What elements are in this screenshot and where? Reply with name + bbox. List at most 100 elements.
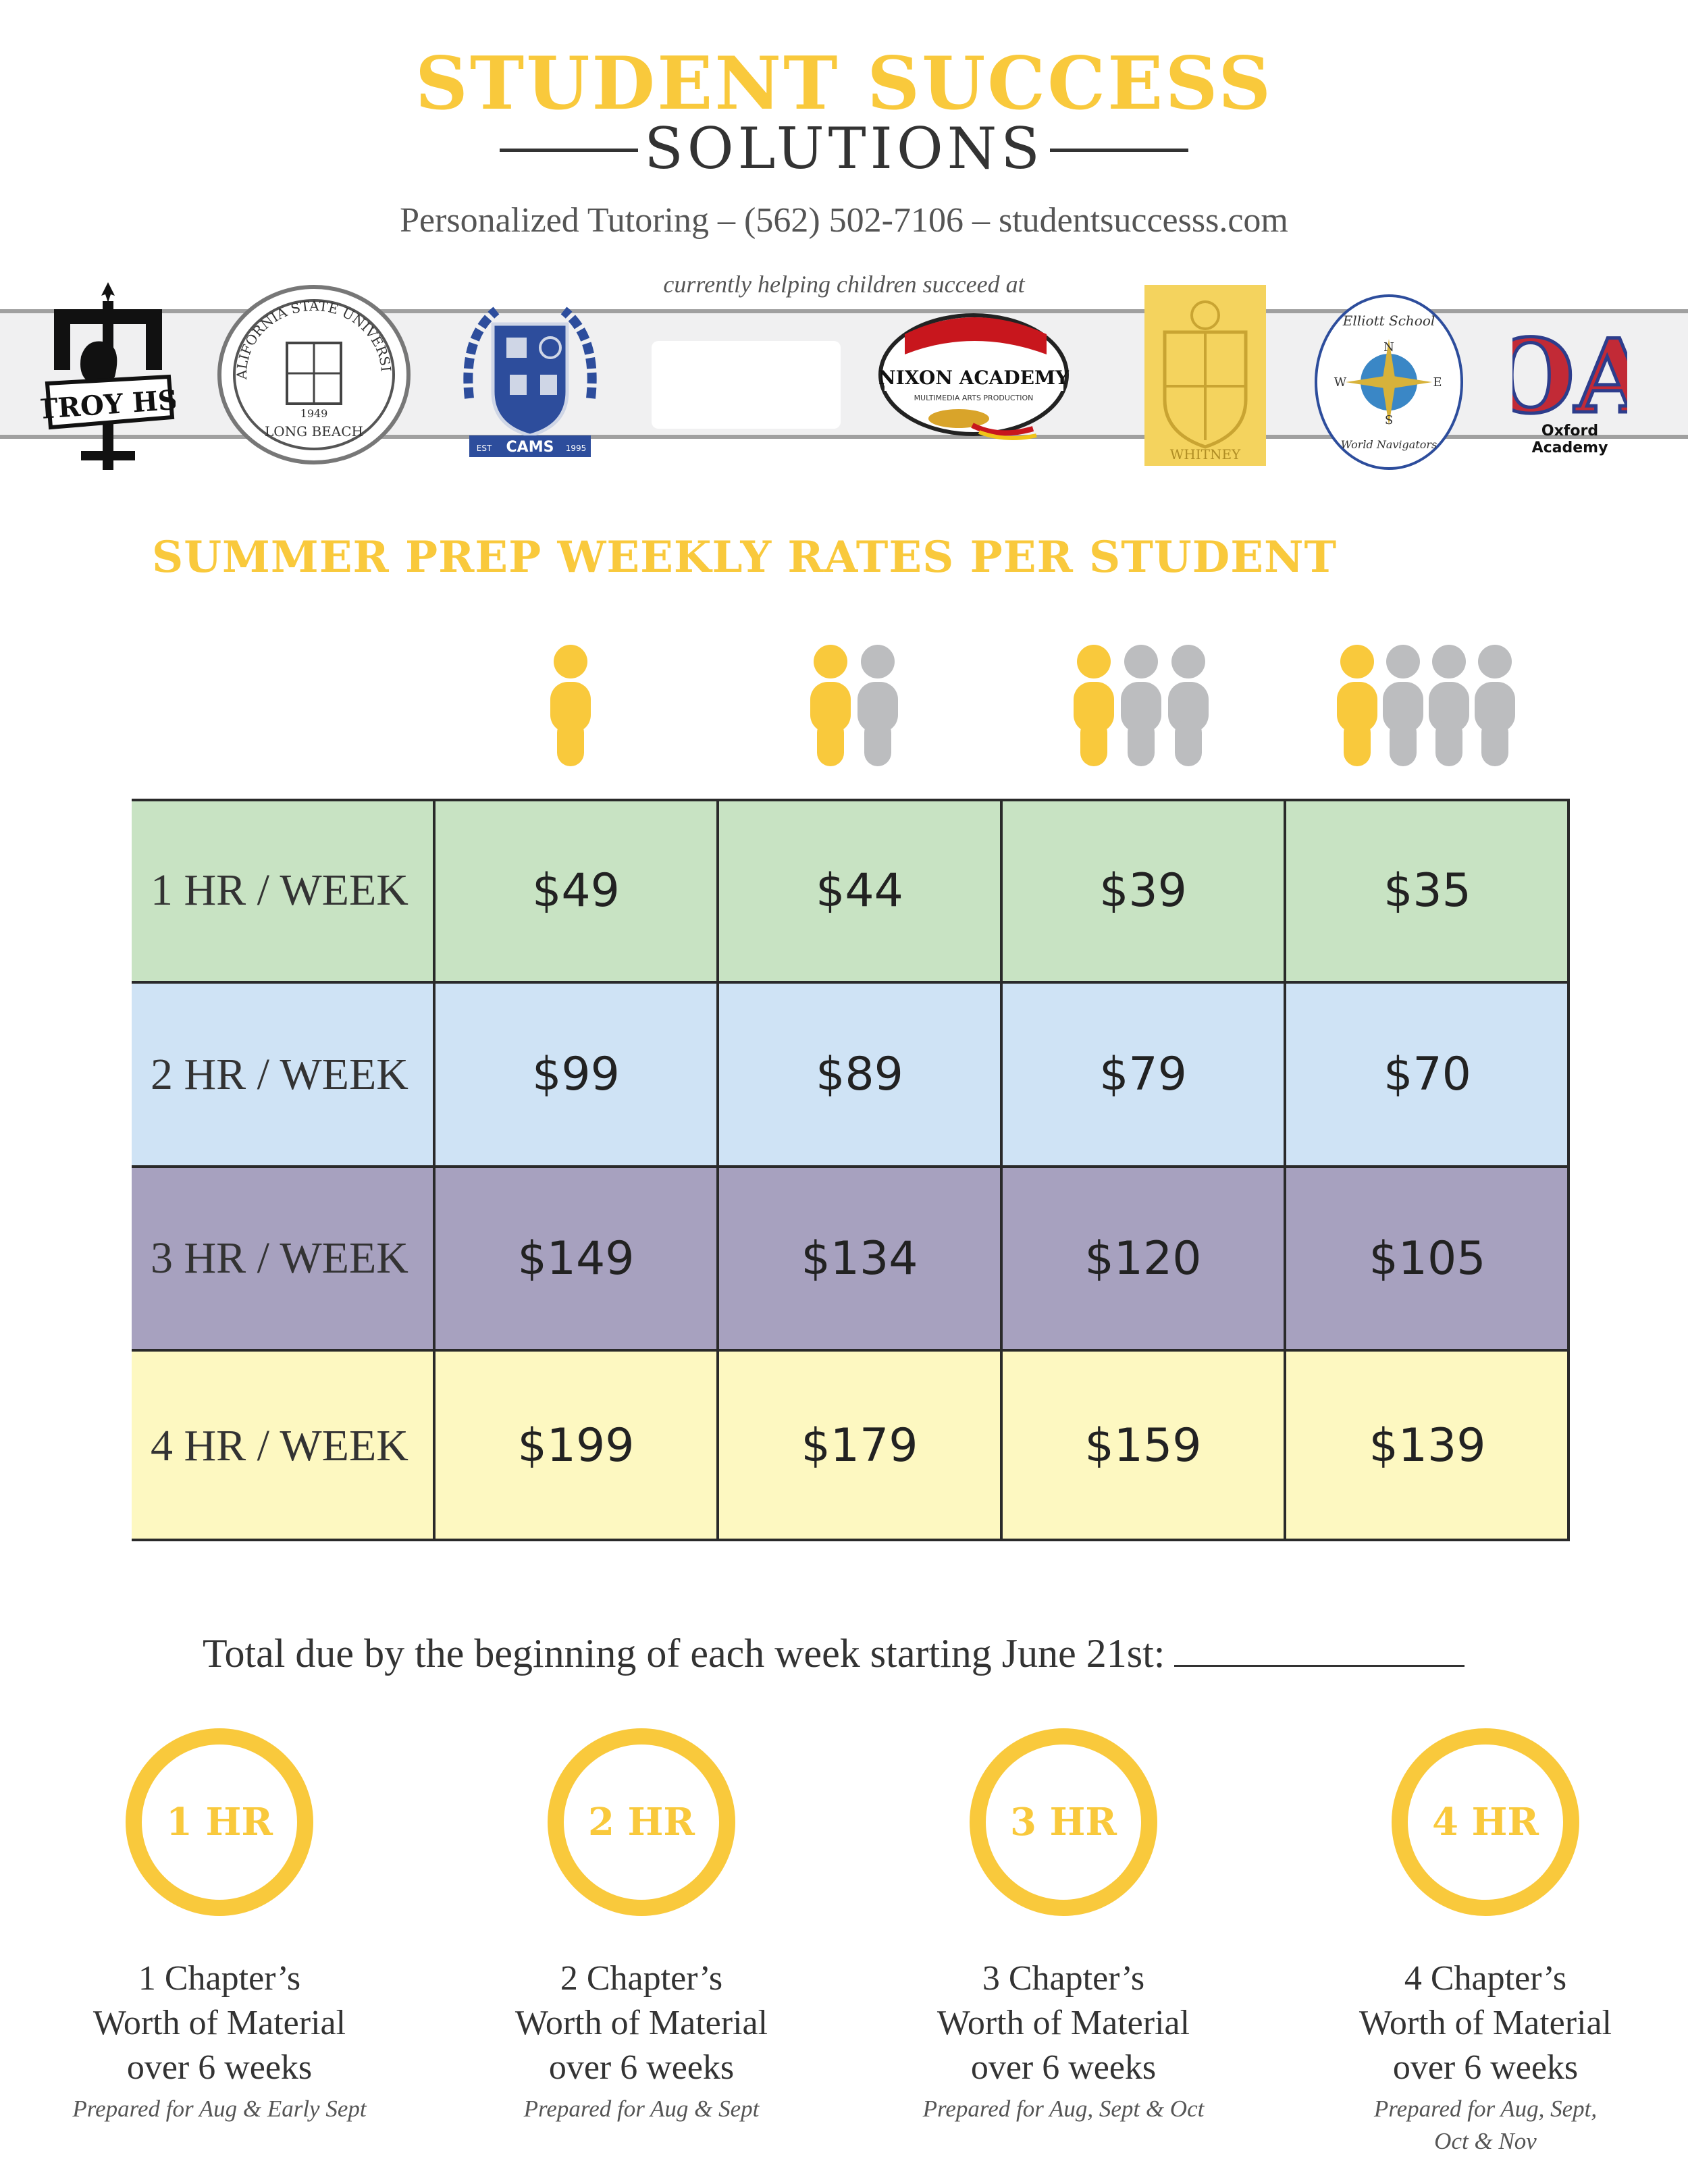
hour-badge-ring: 2 HR [548, 1728, 735, 1916]
oxford-initials: OA [1512, 317, 1627, 436]
price-cell: $199 [517, 1419, 635, 1472]
row-label: 4 HR / WEEK [151, 1420, 408, 1470]
oxford-line1: Oxford [1541, 423, 1598, 440]
helping-text: currently helping children succeed at [663, 271, 1025, 298]
hour-plan-line: over 6 weeks [548, 2048, 735, 2087]
hour-badge: 3 HR [1010, 1800, 1117, 1844]
hour-plan-line: Worth of Material [937, 2004, 1190, 2042]
price-cell: $99 [532, 1048, 620, 1101]
hour-plan-line: 2 Chapter’s [560, 1959, 723, 1998]
table-column-divider [433, 799, 436, 1541]
table-row-3hr: 3 HR / WEEK $149 $134 $120 $105 [132, 1167, 1570, 1350]
elliott-e: E [1433, 375, 1442, 390]
elliott-s: S [1385, 413, 1393, 427]
hour-plan-line: 1 Chapter’s [138, 1959, 301, 1998]
hour-badge: 4 HR [1432, 1800, 1539, 1844]
hour-plan-note: Prepared for Aug, Sept, [1373, 2096, 1598, 2122]
price-cell: $44 [816, 863, 903, 917]
price-cell: $39 [1099, 863, 1187, 917]
brand-title: STUDENT SUCCESS [415, 41, 1273, 126]
hour-plan-note-continued: Oct & Nov [1434, 2128, 1537, 2154]
row-label: 1 HR / WEEK [151, 865, 408, 915]
price-cell: $149 [517, 1231, 635, 1285]
total-due-text: Total due by the beginning of each week … [203, 1631, 1165, 1676]
price-cell: $35 [1383, 863, 1471, 917]
hour-badge: 2 HR [588, 1800, 695, 1844]
hour-plan-line: over 6 weeks [126, 2048, 313, 2087]
section-title: SUMMER PREP WEEKLY RATES PER STUDENT [152, 532, 1338, 583]
cams-crest-logo: CAMS EST 1995 [456, 297, 604, 462]
hour-plan-3: 3 HR 3 Chapter’s Worth of Material over … [874, 1728, 1252, 2125]
hour-plan-line: over 6 weeks [1392, 2048, 1579, 2087]
3-students-icon [1067, 645, 1215, 770]
hour-plan-line: Worth of Material [515, 2004, 768, 2042]
cams-est: EST [477, 444, 492, 453]
hour-plan-line: 4 Chapter’s [1404, 1959, 1567, 1998]
price-cell: $79 [1099, 1048, 1187, 1101]
brand-rule-left [500, 149, 638, 152]
elliott-n: N [1383, 340, 1394, 354]
nixon-text: NIXON ACADEMY [878, 367, 1070, 389]
table-border-bottom [132, 1539, 1570, 1541]
brand-rule-right [1050, 149, 1188, 152]
elliott-bottom-text: World Navigators [1341, 438, 1437, 451]
price-cell: $179 [801, 1419, 918, 1472]
table-row-1hr: 1 HR / WEEK $49 $44 $39 $35 [132, 799, 1570, 982]
hour-plan-2: 2 HR 2 Chapter’s Worth of Material over … [452, 1728, 830, 2125]
row-label: 2 HR / WEEK [151, 1049, 408, 1099]
price-cell: $89 [816, 1048, 903, 1101]
brand-subtitle-row: SOLUTIONS [500, 115, 1188, 182]
table-column-divider [1000, 799, 1003, 1541]
whitney-crest-logo: WHITNEY [1144, 285, 1266, 466]
price-cell: $49 [532, 863, 620, 917]
csulb-seal-logo: CALIFORNIA STATE UNIVERSITY 1949 LONG BE… [207, 269, 415, 468]
table-row-4hr: 4 HR / WEEK $199 $179 $159 $139 [132, 1350, 1570, 1541]
table-border-right [1567, 799, 1570, 1541]
contact-line: Personalized Tutoring – (562) 502-7106 –… [400, 201, 1288, 240]
price-cell: $139 [1369, 1419, 1486, 1472]
price-cell: $120 [1084, 1231, 1202, 1285]
cams-year: 1995 [566, 444, 587, 453]
table-divider [132, 1165, 1570, 1168]
row-label: 3 HR / WEEK [151, 1233, 408, 1283]
total-due-line: Total due by the beginning of each week … [203, 1630, 1465, 1677]
hour-plan-line: Worth of Material [1359, 2004, 1612, 2042]
hour-plan-4: 4 HR 4 Chapter’s Worth of Material over … [1296, 1728, 1674, 2158]
elliott-top-text: Elliott School [1342, 313, 1435, 329]
nixon-subtext: MULTIMEDIA ARTS PRODUCTION [914, 394, 1034, 402]
table-column-divider [716, 799, 719, 1541]
oxford-line2: Academy [1532, 440, 1608, 456]
whitney-text: WHITNEY [1170, 446, 1241, 462]
hour-plan-line: 3 Chapter’s [982, 1959, 1145, 1998]
troy-hs-logo: TROY HS [37, 282, 178, 471]
table-column-divider [1284, 799, 1286, 1541]
elliott-w: W [1334, 375, 1347, 390]
price-cell: $105 [1369, 1231, 1486, 1285]
table-border-top [132, 799, 1570, 801]
hour-badge-ring: 3 HR [970, 1728, 1157, 1916]
table-divider [132, 1349, 1570, 1352]
oxford-academy-logo: OA Oxford Academy [1485, 311, 1657, 466]
elliott-school-logo: Elliott School N S W E World Navigators [1313, 292, 1465, 473]
4-students-icon [1330, 645, 1523, 770]
price-cell: $134 [801, 1231, 918, 1285]
blank-logo-box [652, 341, 841, 429]
hour-badge: 1 HR [166, 1800, 273, 1844]
nixon-academy-logo: NIXON ACADEMY MULTIMEDIA ARTS PRODUCTION [878, 307, 1070, 449]
1-student-icon [544, 645, 598, 770]
hour-plan-line: over 6 weeks [970, 2048, 1157, 2087]
table-row-2hr: 2 HR / WEEK $99 $89 $79 $70 [132, 982, 1570, 1167]
hour-plan-line: Worth of Material [93, 2004, 346, 2042]
hour-plan-note: Prepared for Aug & Early Sept [72, 2096, 367, 2122]
csulb-bottom-text: LONG BEACH [265, 423, 363, 440]
csulb-year: 1949 [300, 407, 328, 420]
price-cell: $70 [1383, 1048, 1471, 1101]
cams-text: CAMS [506, 439, 554, 456]
2-students-icon [803, 645, 905, 770]
brand-subtitle: SOLUTIONS [644, 115, 1044, 182]
hour-plan-note: Prepared for Aug, Sept & Oct [922, 2096, 1205, 2122]
rate-table: 1 HR / WEEK $49 $44 $39 $35 2 HR / WEEK … [132, 799, 1570, 1541]
hour-plan-note: Prepared for Aug & Sept [523, 2096, 760, 2122]
hour-plan-1: 1 HR 1 Chapter’s Worth of Material over … [30, 1728, 408, 2125]
hour-badge-ring: 1 HR [126, 1728, 313, 1916]
